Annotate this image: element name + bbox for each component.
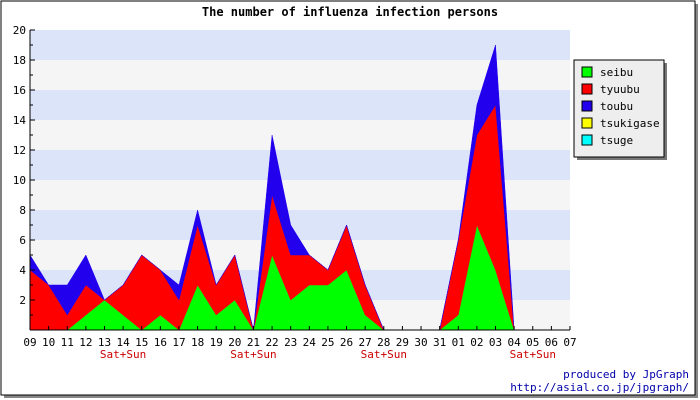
x-tick-label: 25 — [321, 336, 334, 349]
x-tick-label: 02 — [470, 336, 483, 349]
weekend-label: Sat+Sun — [100, 348, 146, 361]
credit-line-2[interactable]: http://asial.co.jp/jpgraph/ — [510, 381, 689, 394]
x-tick-label: 09 — [23, 336, 36, 349]
x-tick-label: 19 — [210, 336, 223, 349]
legend-label-toubu: toubu — [600, 100, 633, 113]
x-tick-label: 21 — [247, 336, 260, 349]
y-tick-label: 14 — [13, 114, 27, 127]
x-tick-label: 06 — [545, 336, 558, 349]
x-tick-label: 12 — [79, 336, 92, 349]
y-tick-label: 18 — [13, 54, 26, 67]
x-tick-label: 23 — [284, 336, 297, 349]
chart-title: The number of influenza infection person… — [202, 5, 498, 19]
x-tick-label: 20 — [228, 336, 241, 349]
x-tick-label: 17 — [172, 336, 185, 349]
legend-swatch-tyuubu — [581, 83, 593, 95]
legend-swatch-tsukigase — [581, 117, 593, 129]
x-tick-label: 29 — [396, 336, 409, 349]
y-axis-ticks: 2 4 6 8 10 12 14 16 18 20 — [13, 24, 35, 316]
x-tick-label: 16 — [154, 336, 167, 349]
legend-label-tsuge: tsuge — [600, 134, 633, 147]
legend-label-seibu: seibu — [600, 66, 633, 79]
x-tick-label: 28 — [377, 336, 390, 349]
y-tick-label: 4 — [19, 264, 26, 277]
y-tick-label: 6 — [19, 234, 26, 247]
x-tick-label: 31 — [433, 336, 446, 349]
x-tick-label: 04 — [508, 336, 522, 349]
weekend-label: Sat+Sun — [510, 348, 556, 361]
credit-line-1: produced by JpGraph — [563, 368, 689, 381]
legend-label-tsukigase: tsukigase — [600, 117, 660, 130]
x-tick-label: 27 — [359, 336, 372, 349]
x-tick-label: 26 — [340, 336, 353, 349]
weekend-label: Sat+Sun — [361, 348, 407, 361]
x-tick-label: 30 — [414, 336, 427, 349]
weekend-label: Sat+Sun — [230, 348, 276, 361]
x-tick-label: 24 — [303, 336, 317, 349]
x-tick-label: 18 — [191, 336, 204, 349]
x-tick-label: 13 — [98, 336, 111, 349]
legend: seibu tyuubu toubu tsukigase tsuge — [573, 59, 667, 160]
y-tick-label: 12 — [13, 144, 26, 157]
band — [30, 30, 570, 60]
x-tick-label: 01 — [452, 336, 465, 349]
y-tick-label: 20 — [13, 24, 26, 37]
x-tick-label: 07 — [563, 336, 576, 349]
x-tick-label: 22 — [265, 336, 278, 349]
legend-label-tyuubu: tyuubu — [600, 83, 640, 96]
y-tick-label: 16 — [13, 84, 26, 97]
legend-swatch-toubu — [581, 100, 593, 112]
y-tick-label: 10 — [13, 174, 26, 187]
legend-swatch-tsuge — [581, 134, 593, 146]
y-tick-label: 2 — [19, 294, 26, 307]
x-tick-label: 14 — [116, 336, 130, 349]
x-tick-label: 10 — [42, 336, 55, 349]
legend-swatch-seibu — [581, 66, 593, 78]
x-tick-label: 03 — [489, 336, 502, 349]
band — [30, 60, 570, 90]
y-tick-label: 8 — [19, 204, 26, 217]
x-tick-label: 11 — [61, 336, 74, 349]
x-tick-label: 15 — [135, 336, 148, 349]
x-tick-label: 05 — [526, 336, 539, 349]
